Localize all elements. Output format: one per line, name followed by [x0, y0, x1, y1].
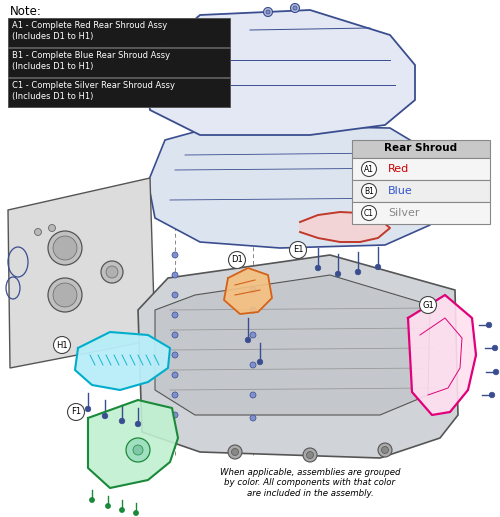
Circle shape [134, 511, 138, 515]
Circle shape [266, 10, 270, 14]
Circle shape [250, 332, 256, 338]
Circle shape [133, 445, 143, 455]
Circle shape [53, 283, 77, 307]
Circle shape [172, 332, 178, 338]
Text: Silver: Silver [388, 208, 420, 218]
Polygon shape [145, 10, 415, 135]
Circle shape [335, 271, 341, 277]
Text: B1: B1 [364, 187, 374, 195]
Circle shape [126, 438, 150, 462]
Polygon shape [155, 275, 430, 415]
Circle shape [250, 362, 256, 368]
FancyBboxPatch shape [8, 18, 230, 47]
Circle shape [250, 287, 256, 293]
Text: D1: D1 [231, 255, 243, 265]
Circle shape [172, 252, 178, 258]
Circle shape [362, 184, 376, 199]
Text: C1 - Complete Silver Rear Shroud Assy
(Includes D1 to H1): C1 - Complete Silver Rear Shroud Assy (I… [12, 81, 175, 101]
Circle shape [290, 4, 300, 12]
Circle shape [85, 406, 91, 412]
Circle shape [48, 224, 56, 232]
Text: B1 - Complete Blue Rear Shroud Assy
(Includes D1 to H1): B1 - Complete Blue Rear Shroud Assy (Inc… [12, 51, 170, 71]
Polygon shape [408, 295, 476, 415]
FancyBboxPatch shape [352, 158, 490, 180]
Circle shape [489, 392, 495, 398]
FancyBboxPatch shape [8, 78, 230, 107]
Circle shape [172, 292, 178, 298]
Text: E1: E1 [293, 246, 303, 254]
Circle shape [90, 498, 94, 502]
Text: A1: A1 [364, 164, 374, 174]
Circle shape [68, 403, 84, 420]
Polygon shape [300, 212, 390, 242]
Text: Note:: Note: [10, 5, 42, 18]
Circle shape [315, 265, 321, 271]
Circle shape [257, 359, 263, 365]
Polygon shape [75, 332, 170, 390]
Circle shape [375, 264, 381, 270]
Circle shape [120, 508, 124, 512]
Circle shape [48, 231, 82, 265]
Circle shape [420, 297, 436, 313]
Circle shape [172, 272, 178, 278]
Circle shape [492, 345, 498, 351]
Circle shape [101, 261, 123, 283]
Text: H1: H1 [56, 341, 68, 349]
Circle shape [102, 413, 108, 419]
Polygon shape [8, 178, 155, 368]
Circle shape [232, 449, 238, 455]
FancyBboxPatch shape [8, 48, 230, 77]
Circle shape [306, 451, 314, 459]
FancyBboxPatch shape [352, 180, 490, 202]
Text: G1: G1 [422, 300, 434, 310]
Circle shape [355, 269, 361, 275]
Text: C1: C1 [364, 208, 374, 218]
Circle shape [172, 372, 178, 378]
Polygon shape [224, 268, 272, 314]
Text: Blue: Blue [388, 186, 413, 196]
Circle shape [172, 312, 178, 318]
Circle shape [250, 415, 256, 421]
Circle shape [362, 205, 376, 220]
Circle shape [172, 412, 178, 418]
Circle shape [264, 8, 272, 17]
Circle shape [228, 251, 246, 268]
Circle shape [54, 337, 70, 354]
Circle shape [34, 229, 42, 236]
Circle shape [172, 352, 178, 358]
Circle shape [362, 161, 376, 176]
Circle shape [293, 6, 297, 10]
Text: F1: F1 [71, 407, 81, 417]
Circle shape [135, 421, 141, 427]
Circle shape [378, 443, 392, 457]
Circle shape [290, 241, 306, 258]
Circle shape [303, 448, 317, 462]
Circle shape [228, 445, 242, 459]
FancyBboxPatch shape [352, 140, 490, 158]
FancyBboxPatch shape [352, 202, 490, 224]
Polygon shape [138, 255, 458, 458]
Polygon shape [148, 125, 440, 248]
Circle shape [48, 278, 82, 312]
Circle shape [106, 504, 110, 508]
Circle shape [106, 266, 118, 278]
Circle shape [172, 392, 178, 398]
Circle shape [486, 322, 492, 328]
Circle shape [250, 307, 256, 313]
Text: Rear Shroud: Rear Shroud [384, 143, 458, 153]
Text: When applicable, assemblies are grouped
by color. All components with that color: When applicable, assemblies are grouped … [220, 468, 400, 498]
Circle shape [245, 337, 251, 343]
Text: A1 - Complete Red Rear Shroud Assy
(Includes D1 to H1): A1 - Complete Red Rear Shroud Assy (Incl… [12, 21, 167, 41]
Text: Red: Red [388, 164, 409, 174]
Polygon shape [88, 400, 178, 488]
Circle shape [382, 447, 388, 453]
Circle shape [53, 236, 77, 260]
Circle shape [493, 369, 499, 375]
Circle shape [250, 392, 256, 398]
Circle shape [119, 418, 125, 424]
